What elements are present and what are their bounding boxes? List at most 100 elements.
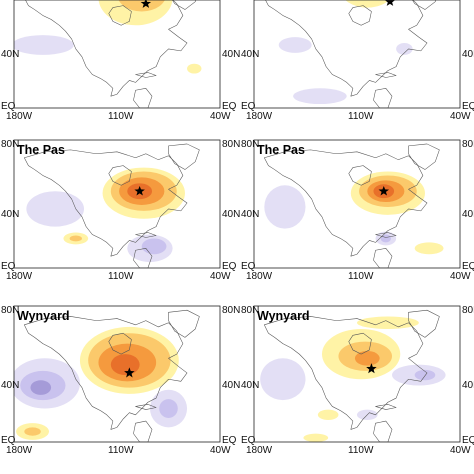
panel-frame [253, 0, 461, 109]
station-title: The Pas [17, 143, 65, 157]
y-tick-label: EQ [1, 435, 16, 446]
map-area [14, 306, 220, 442]
positive-anomaly [110, 354, 140, 376]
x-tick-label: 40W [450, 111, 471, 122]
negative-anomaly [159, 399, 178, 418]
y-tick-label: 80N [462, 139, 474, 150]
station-star-icon [384, 0, 396, 6]
station-star-icon [378, 185, 390, 196]
x-tick-label: 110W [108, 445, 134, 456]
positive-anomaly [303, 433, 329, 442]
positive-anomaly [317, 409, 339, 421]
negative-anomaly [396, 43, 413, 55]
y-tick-label: EQ [222, 101, 237, 112]
y-tick-label: 80N [241, 305, 259, 316]
y-tick-label: 40N [241, 380, 259, 391]
x-tick-label: 40W [210, 111, 231, 122]
x-tick-label: 180W [246, 445, 273, 456]
y-tick-label: EQ [241, 435, 256, 446]
station-title: Wynyard [257, 309, 310, 323]
y-tick-label: 40N [462, 380, 474, 391]
negative-anomaly [278, 37, 312, 53]
station-star-icon [134, 185, 145, 196]
panel-frame [253, 139, 461, 269]
x-tick-label: 40W [210, 445, 231, 456]
y-tick-label: EQ [462, 261, 474, 272]
y-tick-label: EQ [1, 261, 16, 272]
positive-anomaly [414, 242, 444, 255]
station-title: The Pas [257, 143, 305, 157]
y-tick-label: 40N [462, 209, 474, 220]
negative-anomaly [14, 35, 74, 55]
y-tick-label: EQ [241, 101, 256, 112]
positive-anomaly [354, 350, 380, 366]
y-tick-label: EQ [462, 435, 474, 446]
y-tick-label: 40N [241, 209, 259, 220]
y-tick-label: 80N [241, 139, 259, 150]
y-tick-label: 40N [222, 209, 240, 220]
y-tick-label: 80N [222, 139, 240, 150]
map-area [254, 0, 460, 108]
negative-anomaly [30, 380, 52, 395]
y-tick-label: 80N [222, 305, 240, 316]
map-area [14, 0, 220, 108]
station-star-icon [366, 363, 377, 374]
y-tick-label: 40N [462, 49, 474, 60]
panel-frame [13, 0, 221, 109]
x-tick-label: 110W [108, 271, 134, 282]
map-area [14, 140, 220, 268]
panel-frame [253, 305, 461, 443]
x-tick-label: 180W [246, 271, 273, 282]
y-tick-label: EQ [462, 101, 474, 112]
negative-anomaly [141, 238, 167, 255]
x-tick-label: 40W [450, 445, 471, 456]
positive-anomaly [118, 0, 165, 12]
y-tick-label: EQ [222, 261, 237, 272]
x-tick-label: 110W [348, 271, 374, 282]
y-tick-label: 80N [1, 139, 19, 150]
x-tick-label: 180W [6, 271, 33, 282]
positive-anomaly [69, 235, 82, 242]
station-star-icon [124, 367, 135, 378]
y-tick-label: 40N [1, 209, 19, 220]
map-area [254, 306, 460, 442]
x-tick-label: 180W [6, 111, 33, 122]
negative-anomaly [414, 369, 436, 381]
y-tick-label: EQ [241, 261, 256, 272]
y-tick-label: EQ [222, 435, 237, 446]
y-tick-label: 40N [1, 380, 19, 391]
y-tick-label: 80N [1, 305, 19, 316]
negative-anomaly [260, 358, 306, 401]
y-tick-label: 40N [222, 49, 240, 60]
station-title: Wynyard [17, 309, 70, 323]
x-tick-label: 40W [450, 271, 471, 282]
y-tick-label: 40N [1, 49, 19, 60]
positive-anomaly [357, 316, 419, 330]
x-tick-label: 110W [348, 445, 374, 456]
negative-anomaly [26, 191, 85, 227]
x-tick-label: 110W [108, 111, 134, 122]
negative-anomaly [264, 185, 306, 229]
x-tick-label: 180W [246, 111, 273, 122]
map-area [254, 140, 460, 268]
panel-frame [13, 305, 221, 443]
y-tick-label: EQ [1, 101, 16, 112]
positive-anomaly [187, 63, 202, 74]
positive-anomaly [345, 0, 390, 8]
x-tick-label: 40W [210, 271, 231, 282]
negative-anomaly [293, 88, 347, 105]
y-tick-label: 40N [241, 49, 259, 60]
panel-frame [13, 139, 221, 269]
station-star-icon [140, 0, 152, 8]
x-tick-label: 110W [348, 111, 374, 122]
y-tick-label: 80N [462, 305, 474, 316]
y-tick-label: 40N [222, 380, 240, 391]
x-tick-label: 180W [6, 445, 33, 456]
